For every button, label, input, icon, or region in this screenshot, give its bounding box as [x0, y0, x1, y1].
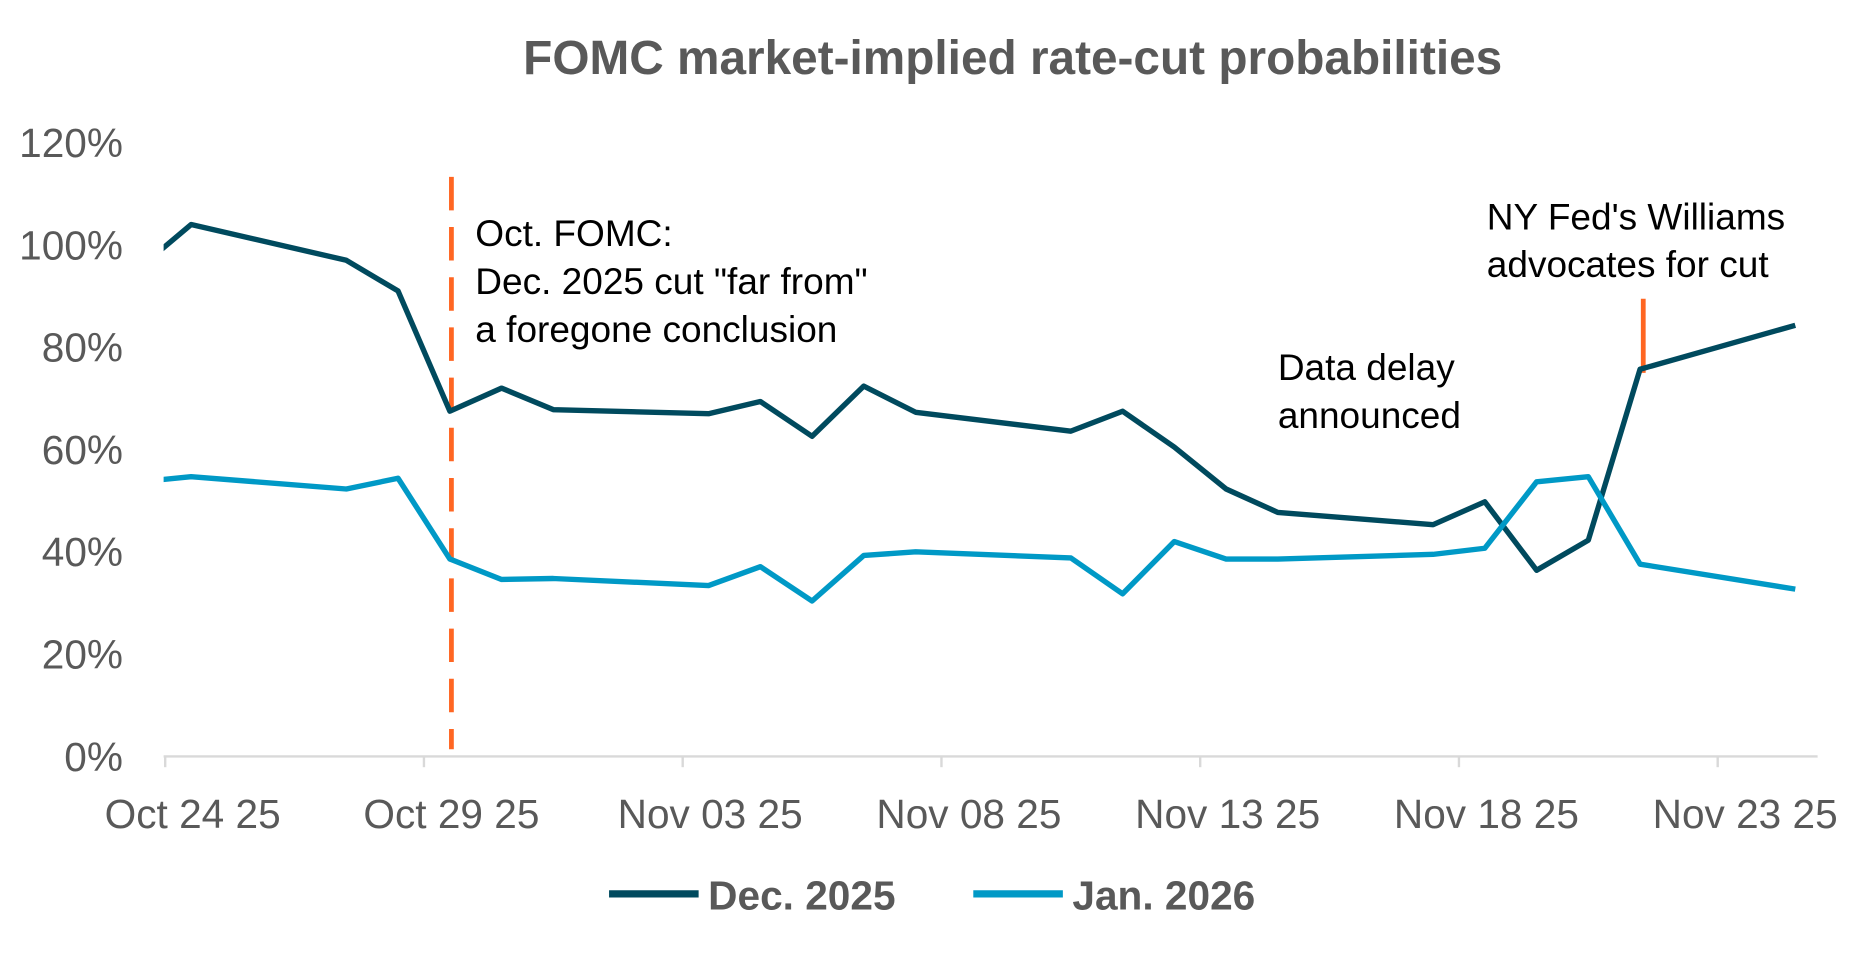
y-tick-label: 40% — [42, 529, 123, 575]
y-tick-label: 0% — [64, 734, 123, 780]
legend-label-dec-2025: Dec. 2025 — [708, 872, 895, 918]
annotation-line: Oct. FOMC: — [475, 212, 672, 254]
annotation-line: NY Fed's Williams — [1487, 195, 1785, 237]
chart-title: FOMC market-implied rate-cut probabiliti… — [523, 32, 1502, 85]
annotation-data-delay: Data delay announced — [1278, 346, 1461, 436]
legend-label-jan-2026: Jan. 2026 — [1072, 872, 1255, 918]
series-line-jan-2026 — [163, 473, 1796, 604]
x-tick-label: Nov 08 25 — [876, 791, 1061, 837]
x-tick-label: Oct 24 25 — [105, 791, 281, 837]
annotation-line: advocates for cut — [1487, 243, 1770, 285]
annotation-oct-fomc: Oct. FOMC: Dec. 2025 cut "far from" a fo… — [475, 212, 867, 350]
y-tick-label: 100% — [19, 222, 123, 268]
y-tick-label: 80% — [42, 325, 123, 371]
annotation-line: a foregone conclusion — [475, 308, 837, 350]
x-tick-label: Nov 23 25 — [1653, 791, 1838, 837]
x-tick-label: Nov 18 25 — [1394, 791, 1579, 837]
legend: Dec. 2025 Jan. 2026 — [609, 872, 1255, 918]
x-tick-label: Nov 13 25 — [1135, 791, 1320, 837]
annotation-williams: NY Fed's Williams advocates for cut — [1487, 195, 1785, 285]
annotation-line: announced — [1278, 394, 1461, 436]
annotation-line: Data delay — [1278, 346, 1455, 388]
y-tick-label: 120% — [19, 120, 123, 166]
annotation-line: Dec. 2025 cut "far from" — [475, 260, 867, 302]
y-tick-label: 20% — [42, 631, 123, 677]
y-tick-label: 60% — [42, 427, 123, 473]
x-tick-label: Nov 03 25 — [618, 791, 803, 837]
x-tick-label: Oct 29 25 — [363, 791, 539, 837]
